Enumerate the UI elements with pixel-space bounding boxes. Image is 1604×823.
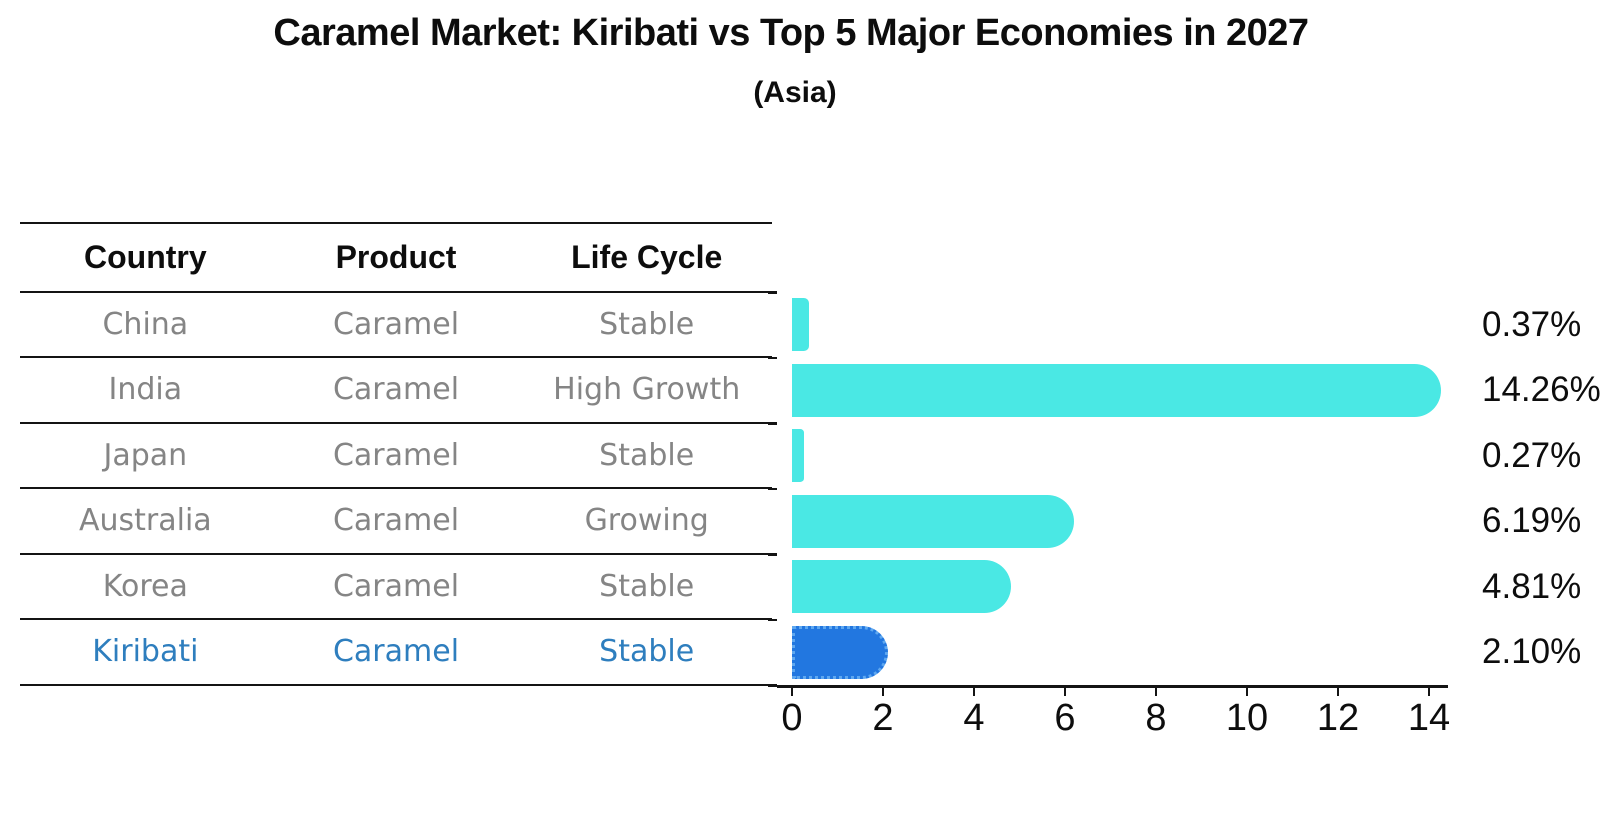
- value-label: 0.37%: [1482, 304, 1582, 344]
- column-header-country: Country: [84, 238, 207, 275]
- x-tick-label: 2: [872, 697, 894, 739]
- x-tick-label: 6: [1054, 697, 1076, 739]
- y-tick-mark: [768, 487, 777, 490]
- bar-kiribati: [792, 625, 888, 679]
- column-header-product: Product: [335, 238, 457, 275]
- cell-country: India: [108, 372, 183, 408]
- column-header-life-cycle: Life Cycle: [571, 238, 723, 275]
- cell-life-cycle: Stable: [599, 437, 695, 473]
- cell-life-cycle: High Growth: [553, 372, 741, 408]
- bar-japan: [792, 429, 805, 482]
- x-tick-mark: [1245, 687, 1249, 696]
- value-label: 2.10%: [1482, 632, 1582, 672]
- x-tick-label: 12: [1316, 697, 1360, 739]
- cell-country: China: [102, 306, 189, 342]
- y-tick-mark: [768, 291, 777, 294]
- cell-product: Caramel: [332, 634, 460, 670]
- value-label: 14.26%: [1482, 370, 1601, 410]
- cell-product: Caramel: [332, 568, 460, 604]
- x-tick-label: 8: [1145, 697, 1167, 739]
- x-tick-label: 4: [963, 697, 985, 739]
- bar-china: [792, 298, 809, 351]
- x-tick-mark: [790, 687, 794, 696]
- cell-life-cycle: Stable: [599, 306, 695, 342]
- chart-title: Caramel Market: Kiribati vs Top 5 Major …: [273, 12, 1309, 54]
- cell-life-cycle: Stable: [599, 634, 695, 670]
- cell-product: Caramel: [332, 437, 460, 473]
- x-tick-mark: [1336, 687, 1340, 696]
- y-tick-mark: [768, 422, 777, 425]
- table-row: India Caramel High Growth: [20, 358, 772, 424]
- x-tick-mark: [972, 687, 976, 696]
- table-body: China Caramel Stable India Caramel High Growt…: [20, 293, 772, 686]
- x-tick-mark: [1063, 687, 1067, 696]
- y-tick-mark: [768, 618, 777, 621]
- table-header-row: Country Product Life Cycle: [20, 224, 772, 293]
- table-row: Australia Caramel Growing: [20, 489, 772, 555]
- cell-country: Australia: [78, 503, 212, 539]
- bar-australia: [792, 494, 1074, 548]
- country-table: Country Product Life Cycle China Caramel Sta…: [20, 222, 772, 686]
- y-tick-mark: [768, 684, 777, 687]
- x-tick-mark: [1427, 687, 1431, 696]
- cell-product: Caramel: [332, 372, 460, 408]
- bar-korea: [792, 560, 1011, 613]
- cell-life-cycle: Stable: [599, 568, 695, 604]
- cell-product: Caramel: [332, 306, 460, 342]
- value-label: 4.81%: [1482, 566, 1582, 606]
- x-tick-mark: [1154, 687, 1158, 696]
- y-tick-mark: [768, 553, 777, 556]
- value-label: 0.27%: [1482, 435, 1582, 475]
- table-row: Korea Caramel Stable: [20, 555, 772, 620]
- x-tick-label: 14: [1407, 697, 1451, 739]
- cell-product: Caramel: [332, 503, 460, 539]
- bar-india: [792, 363, 1441, 417]
- y-tick-mark: [768, 356, 777, 359]
- table-row: Japan Caramel Stable: [20, 424, 772, 489]
- x-tick-label: 10: [1225, 697, 1269, 739]
- cell-country: Korea: [102, 568, 188, 604]
- x-axis-line: [777, 685, 1448, 688]
- chart-subtitle: (Asia): [753, 76, 837, 109]
- cell-country: Kiribati: [92, 634, 199, 670]
- x-tick-label: 0: [781, 697, 803, 739]
- value-label: 6.19%: [1482, 501, 1582, 541]
- cell-life-cycle: Growing: [584, 503, 709, 539]
- cell-country: Japan: [103, 437, 188, 473]
- table-row: Kiribati Caramel Stable: [20, 620, 772, 686]
- table-row: China Caramel Stable: [20, 293, 772, 358]
- x-tick-mark: [881, 687, 885, 696]
